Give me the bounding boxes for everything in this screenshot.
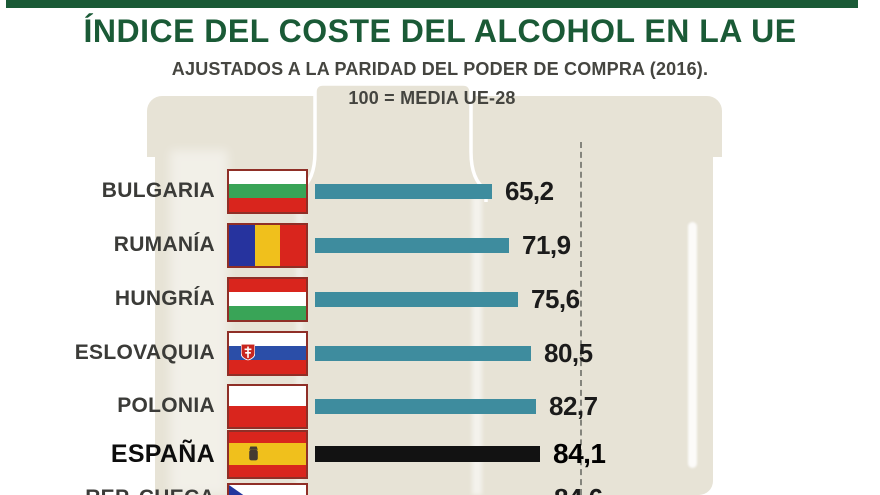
flag-stripe — [280, 224, 306, 266]
flag-stripe — [229, 292, 306, 306]
value-bar — [315, 183, 492, 199]
value-label: 65,2 — [505, 175, 554, 206]
chart-row-sk: ESLOVAQUIA 80,5 — [0, 329, 593, 377]
flag-stripe — [229, 224, 255, 266]
country-label: REP. CHECA — [0, 486, 215, 495]
flag-cz — [227, 482, 308, 495]
country-label: ESPAÑA — [110, 439, 215, 468]
flag-stripe — [229, 170, 306, 185]
flag-sk — [227, 330, 308, 376]
chart-title: ÍNDICE DEL COSTE DEL ALCOHOL EN LA UE — [83, 13, 797, 49]
country-label: BULGARIA — [101, 179, 215, 202]
value-label: 71,9 — [522, 229, 571, 260]
country-label: POLONIA — [117, 394, 215, 417]
reference-note: 100 = MEDIA UE-28 — [348, 88, 516, 108]
flag-stripe — [229, 278, 306, 293]
chart-subtitle: AJUSTADOS A LA PARIDAD DEL PODER DE COMP… — [171, 59, 709, 79]
flag-stripe — [229, 359, 306, 374]
flag-stripe — [254, 224, 281, 266]
flag-hu — [227, 276, 308, 322]
flag-stripe — [229, 442, 306, 466]
value-bar — [315, 291, 518, 307]
glass-highlight — [688, 222, 697, 468]
chart-row-es: ESPAÑA 84,1 — [0, 429, 606, 479]
flag-bg — [227, 168, 308, 214]
chart-row-cz: REP. CHECA 84,6 — [0, 481, 603, 495]
country-label: HUNGRÍA — [114, 287, 215, 310]
flag-stripe — [229, 484, 306, 495]
glass-reflection — [170, 150, 228, 495]
slovakia-shield-emblem — [240, 344, 255, 361]
value-label: 84,6 — [554, 483, 603, 495]
flag-stripe — [229, 465, 306, 477]
bottle-neck-outline — [298, 82, 488, 202]
flag-stripe — [229, 431, 306, 443]
value-label: 75,6 — [531, 283, 580, 314]
flag-stripe — [229, 406, 306, 427]
value-bar — [315, 345, 531, 361]
top-accent-bar — [6, 0, 858, 8]
flag-stripe — [229, 197, 306, 212]
flag-es — [227, 429, 308, 479]
value-bar — [315, 237, 509, 253]
country-label: RUMANÍA — [113, 233, 215, 256]
flag-stripe — [229, 305, 306, 320]
value-label: 84,1 — [553, 438, 606, 469]
chart-row-pl: POLONIA 82,7 — [0, 382, 598, 430]
flag-ro — [227, 222, 308, 268]
chart-row-bg: BULGARIA 65,2 — [0, 167, 554, 215]
flag-stripe — [229, 332, 306, 347]
chart-row-hu: HUNGRÍA 75,6 — [0, 275, 580, 323]
value-bar — [315, 398, 536, 414]
value-label: 82,7 — [549, 390, 598, 421]
flag-stripe — [229, 184, 306, 198]
bottle-neck-shape — [298, 82, 488, 202]
chart-row-ro: RUMANÍA 71,9 — [0, 221, 571, 269]
czech-flag-triangle — [229, 484, 259, 495]
value-label: 80,5 — [544, 337, 593, 368]
flag-pl — [227, 383, 308, 429]
spain-crest-emblem — [249, 446, 259, 461]
country-label: ESLOVAQUIA — [74, 341, 215, 364]
value-bar — [315, 446, 540, 462]
flag-stripe — [229, 385, 306, 406]
bottle-neck-fill — [300, 84, 486, 202]
eu-average-reference-line — [580, 142, 582, 495]
